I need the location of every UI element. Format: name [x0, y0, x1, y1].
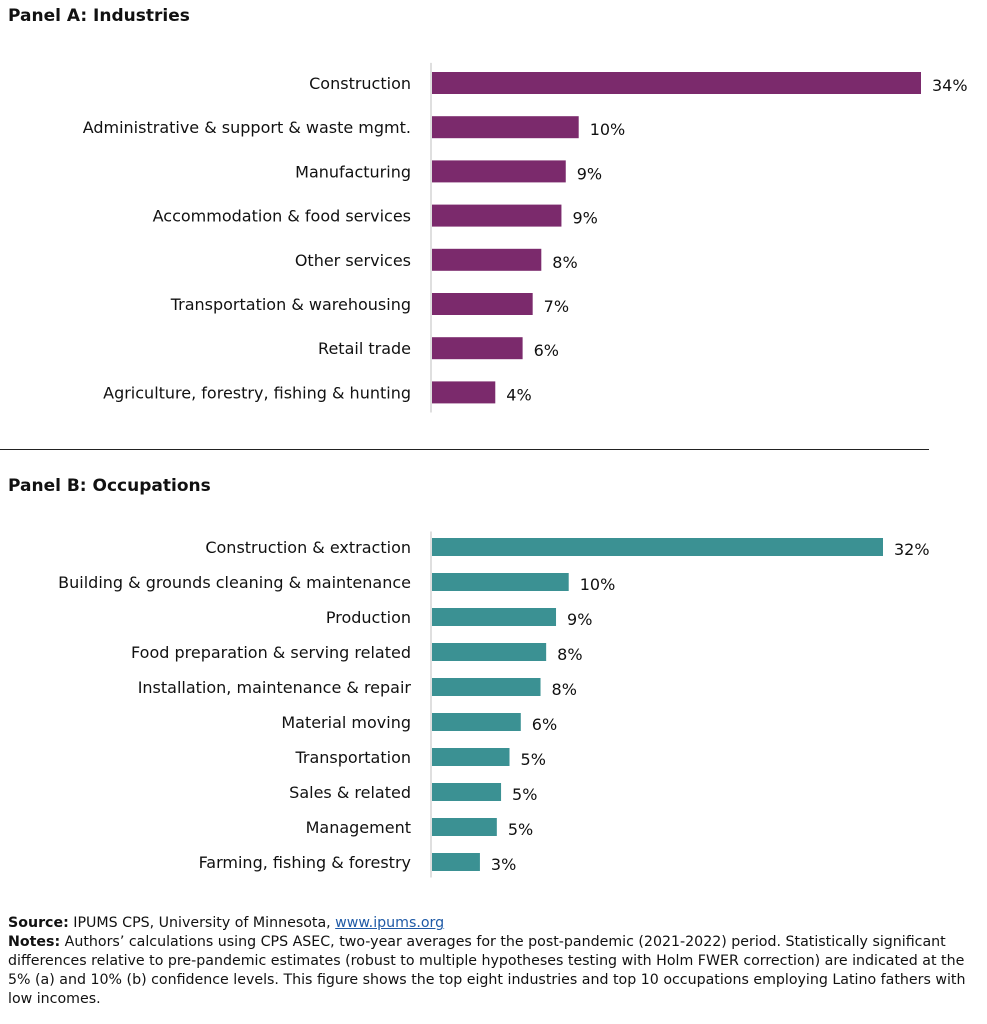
data-label: 8% [557, 645, 582, 664]
bar [432, 204, 562, 227]
data-label: 10% [580, 575, 616, 594]
category-label: Food preparation & serving related [131, 643, 411, 662]
category-label: Transportation [294, 748, 411, 767]
industries-bar-chart: Construction 34% Administrative & support … [83, 62, 968, 413]
bar [432, 608, 557, 626]
source-line: Source: IPUMS CPS, University of Minneso… [8, 914, 983, 933]
category-label: Other services [295, 251, 411, 270]
data-label: 9% [567, 610, 592, 629]
bar [432, 538, 883, 556]
category-label: Farming, fishing & forestry [199, 853, 411, 872]
data-label: 5% [512, 785, 537, 804]
bar [432, 72, 921, 94]
bar [432, 293, 533, 315]
occupations-bar-chart: Construction & extraction 32% Building & g… [58, 531, 930, 878]
bar [432, 160, 566, 183]
data-label: 5% [521, 750, 546, 769]
panel-b-title: Panel B: Occupations [8, 476, 211, 496]
bar [432, 853, 480, 871]
data-label: 5% [508, 820, 533, 839]
category-label: Construction & extraction [205, 538, 411, 557]
category-label: Management [306, 818, 411, 837]
bar [432, 818, 497, 836]
source-link[interactable]: www.ipums.org [335, 915, 445, 931]
category-label: Accommodation & food services [153, 207, 411, 226]
category-label: Agriculture, forestry, fishing & hunting [103, 383, 411, 402]
bar [432, 337, 523, 360]
panel-divider [0, 449, 929, 450]
category-label: Production [326, 608, 411, 627]
bar [432, 116, 579, 139]
category-label: Material moving [281, 713, 411, 732]
bar [432, 573, 569, 591]
category-label: Transportation & warehousing [170, 295, 411, 314]
data-label: 34% [932, 76, 968, 95]
data-label: 9% [572, 209, 597, 228]
category-label: Manufacturing [295, 162, 411, 181]
chart-footer: Source: IPUMS CPS, University of Minneso… [8, 914, 983, 1009]
category-label: Administrative & support & waste mgmt. [83, 118, 411, 137]
bar [432, 643, 547, 661]
data-label: 32% [894, 540, 930, 559]
data-label: 8% [552, 680, 577, 699]
bar [432, 248, 542, 271]
category-label: Building & grounds cleaning & maintenanc… [58, 573, 411, 592]
source-label: Source: [8, 915, 69, 931]
bar [432, 678, 541, 696]
category-label: Sales & related [289, 783, 411, 802]
data-label: 6% [532, 715, 557, 734]
source-text: IPUMS CPS, University of Minnesota, [68, 915, 336, 931]
data-label: 10% [590, 120, 626, 139]
data-label: 8% [552, 253, 577, 272]
panel-a-title: Panel A: Industries [8, 6, 190, 26]
notes-line: Notes: Authors’ calculations using CPS A… [8, 933, 983, 1009]
bar [432, 748, 510, 766]
category-label: Retail trade [318, 339, 411, 358]
data-label: 6% [534, 341, 559, 360]
notes-text: Authors’ calculations using CPS ASEC, tw… [8, 934, 966, 1007]
bar [432, 713, 521, 731]
data-label: 7% [544, 297, 569, 316]
bar [432, 783, 502, 801]
bar [432, 381, 496, 404]
category-label: Construction [309, 74, 411, 93]
category-label: Installation, maintenance & repair [138, 678, 412, 697]
data-label: 9% [577, 164, 602, 183]
notes-label: Notes: [8, 934, 61, 950]
data-label: 3% [491, 855, 516, 874]
data-label: 4% [506, 385, 531, 404]
